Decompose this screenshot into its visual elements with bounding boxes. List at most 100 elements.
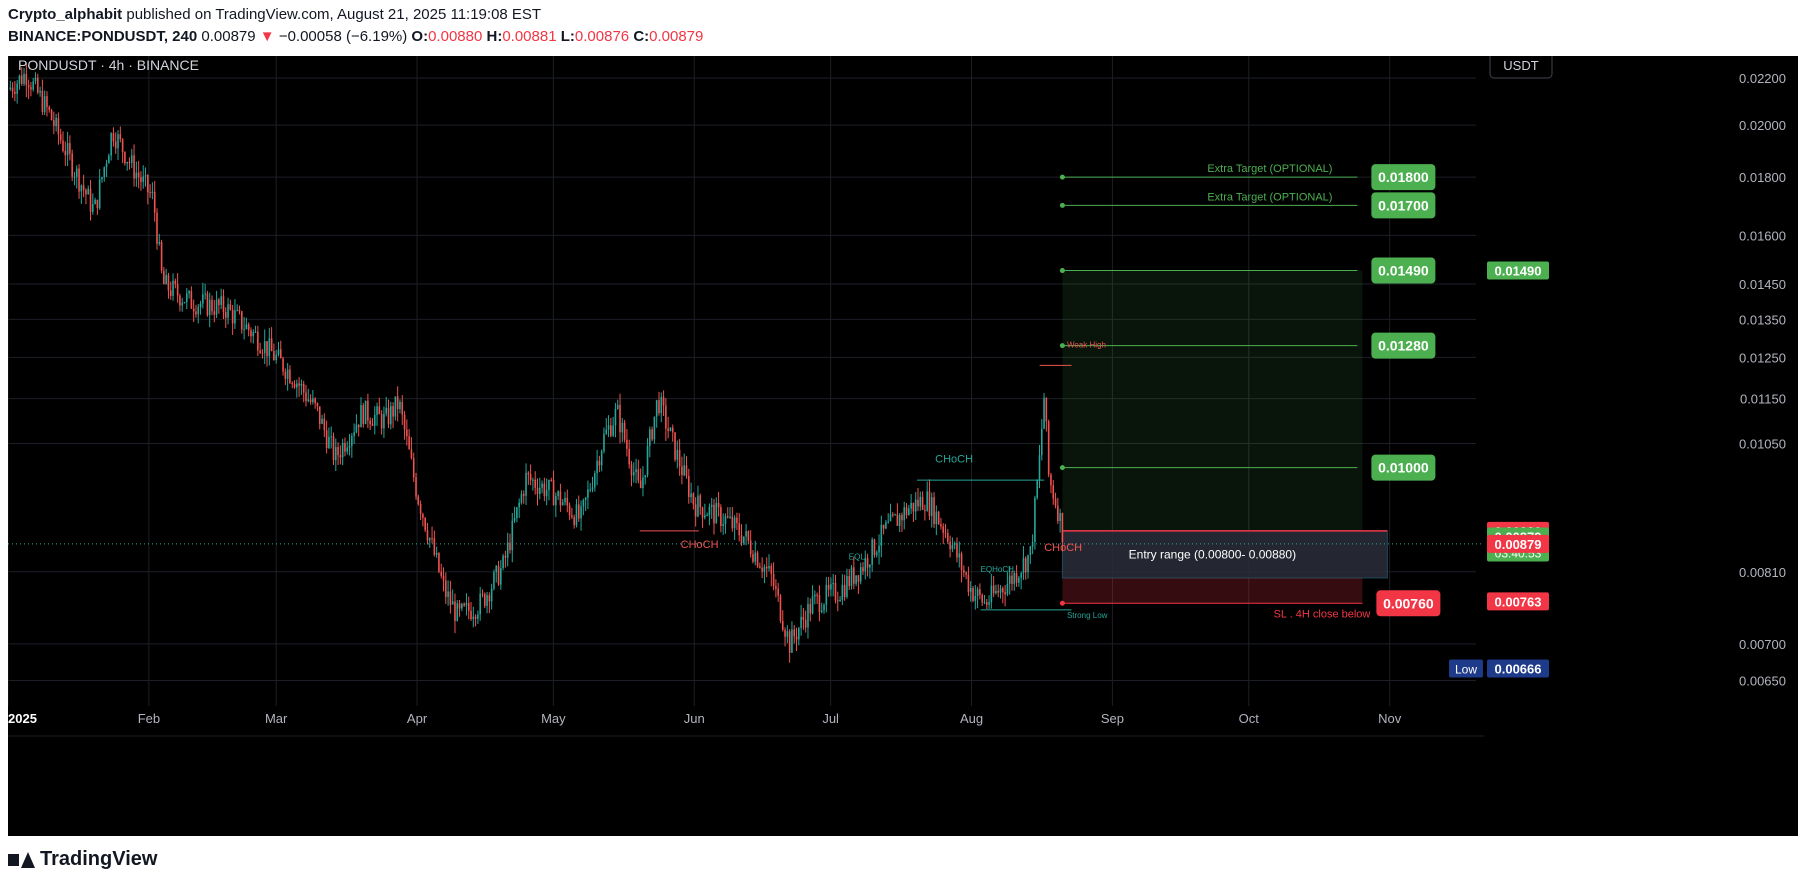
tradingview-footer: TradingView [8,848,157,871]
candle-body [577,504,580,519]
candle-body [195,311,197,315]
x-tick-label: Sep [1101,711,1124,726]
candle-body [511,520,514,551]
candle-body [779,595,782,621]
candle-body [869,564,871,568]
candle-body [704,515,706,518]
x-tick-label: Oct [1239,711,1260,726]
x-tick-label: Feb [138,711,160,726]
candle-body [389,406,392,425]
high-value: 0.00881 [502,28,557,45]
candle-body [98,179,101,209]
candle-body [855,575,857,584]
candle-body [140,177,142,182]
candle-body [502,555,504,569]
candle-body [190,291,193,309]
candle-body [284,371,287,379]
candle-body [360,405,362,428]
candle-body [192,308,195,312]
candle-body [383,413,385,429]
candle-body [649,429,651,446]
candle-body [676,449,679,460]
candle-body [208,299,211,316]
candle-body [105,163,108,168]
candle-body [965,572,967,575]
level-dot-target-1700 [1059,202,1065,208]
candle-body [559,491,562,506]
y-tick-label: 0.01450 [1739,277,1786,292]
candle-body [626,439,628,449]
candle-body [479,593,481,615]
candle-body [151,191,154,193]
candle-body [149,192,151,194]
candle-body [843,584,846,597]
candle-body [121,139,124,153]
candle-body [355,424,358,433]
candle-body [538,487,541,495]
candle-body [328,436,330,449]
candle-body [380,414,383,429]
candle-body [410,449,413,459]
candle-body [848,576,851,587]
candle-body [369,420,371,425]
candle-body [960,553,963,571]
candle-body [598,460,601,466]
candle-body [1052,485,1055,499]
candle-body [117,134,119,149]
x-tick-label: May [541,711,566,726]
chart-area[interactable]: Entry range (0.00800- 0.00880) 0.01800 Ext… [8,56,1798,836]
candle-body [142,176,145,182]
candle-body [188,291,190,294]
candle-body [910,502,912,509]
candle-body [912,502,915,512]
candle-body [373,414,376,426]
candle-body [811,596,814,614]
candle-body [887,521,890,523]
candle-body [41,90,44,113]
candle-body [1022,558,1025,574]
candle-body [685,465,688,476]
candle-body [252,331,255,337]
candle-body [378,406,381,415]
candle-body [270,338,273,352]
candle-body [59,134,62,141]
candle-body [133,155,135,179]
candle-body [534,479,537,488]
candle-body [988,602,990,605]
candle-body [112,133,115,142]
price-chart[interactable]: Entry range (0.00800- 0.00880) 0.01800 Ext… [8,56,1798,836]
candle-body [128,161,131,163]
x-tick-label: Mar [265,711,288,726]
candle-body [880,524,883,546]
annotation-label: Strong Low [1067,611,1108,620]
candle-body [80,185,83,192]
candle-body [357,424,360,428]
candle-body [575,504,578,526]
candle-body [254,331,257,333]
candle-body [1013,573,1016,584]
candle-body [587,489,589,498]
candle-body [332,436,335,461]
candle-body [527,472,530,475]
candle-body [156,212,158,244]
candle-body [296,383,298,388]
candle-body [78,168,80,192]
candle-body [642,477,644,489]
author-name[interactable]: Crypto_alphabit [8,6,123,23]
candle-body [967,574,970,592]
candle-body [875,552,878,556]
candle-body [25,73,28,86]
candle-body [690,493,692,498]
candle-body [334,446,337,461]
candle-body [896,514,899,526]
candle-body [889,514,892,522]
candle-body [234,310,236,324]
currency-button-label[interactable]: USDT [1503,58,1538,73]
candle-group [9,62,1064,663]
target-badge-label: 0.01490 [1495,264,1542,279]
candle-body [736,517,738,524]
candle-body [16,83,18,94]
candle-body [298,383,300,386]
candle-body [130,155,133,163]
candle-body [804,619,807,628]
